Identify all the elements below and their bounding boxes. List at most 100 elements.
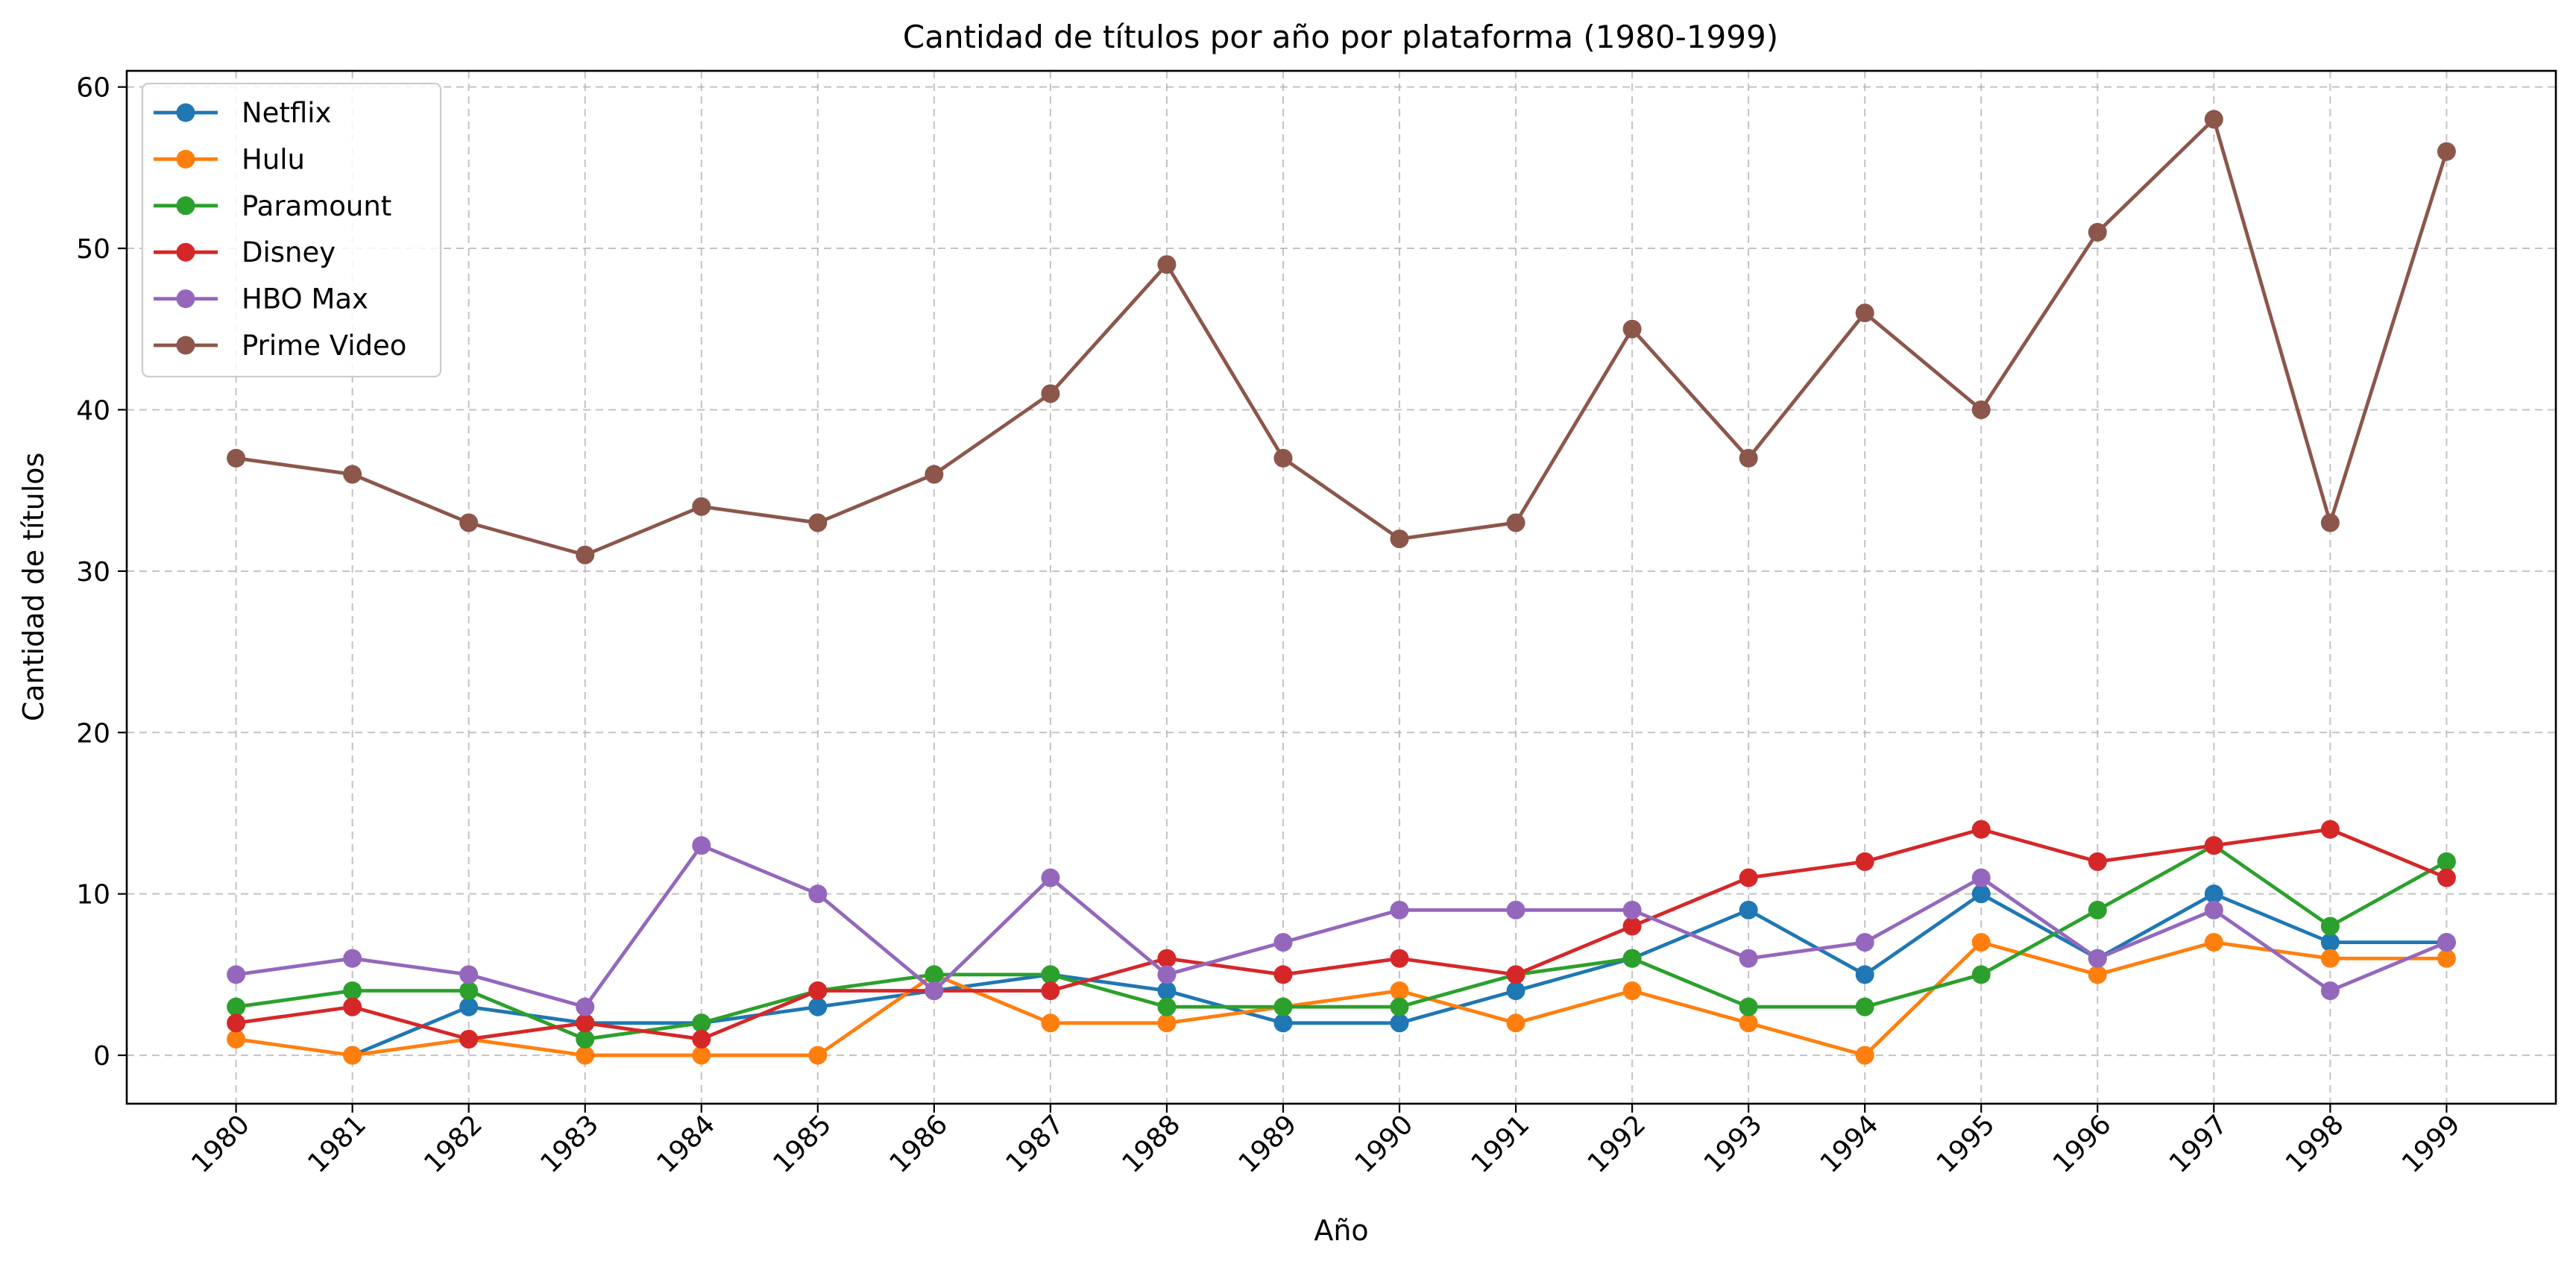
- data-point-hbo-max: [1273, 933, 1293, 952]
- data-point-hbo-max: [1041, 868, 1060, 887]
- data-point-hbo-max: [2320, 981, 2340, 1001]
- x-tick-label: 1994: [1815, 1109, 1885, 1179]
- legend-item-paramount: Paramount: [154, 190, 391, 222]
- data-point-paramount: [1971, 965, 1991, 984]
- data-point-netflix: [1273, 1013, 1293, 1033]
- data-point-disney: [2437, 868, 2456, 887]
- data-point-prime-video: [2320, 513, 2340, 532]
- data-point-hbo-max: [1739, 949, 1758, 968]
- data-point-disney: [459, 1029, 479, 1049]
- data-point-hulu: [2437, 949, 2456, 968]
- chart-title: Cantidad de títulos por año por platafor…: [903, 19, 1778, 55]
- data-point-hulu: [2320, 949, 2340, 968]
- data-point-hulu: [576, 1046, 595, 1065]
- data-point-hbo-max: [1157, 965, 1177, 984]
- data-point-hbo-max: [692, 836, 711, 855]
- data-point-prime-video: [1855, 304, 1874, 323]
- data-point-netflix: [1506, 981, 1525, 1001]
- data-point-disney: [1506, 965, 1525, 984]
- grid: [127, 71, 2556, 1104]
- data-point-paramount: [2088, 900, 2107, 920]
- x-tick-label: 1999: [2396, 1109, 2466, 1179]
- x-tick-label: 1992: [1582, 1109, 1652, 1179]
- data-point-prime-video: [1390, 529, 1409, 549]
- data-point-netflix: [1855, 965, 1874, 984]
- series-prime-video: [227, 110, 2456, 565]
- legend-item-prime-video: Prime Video: [154, 330, 406, 362]
- data-point-hbo-max: [227, 965, 246, 984]
- y-tick-label: 20: [76, 718, 110, 749]
- x-tick-label: 1984: [651, 1109, 721, 1179]
- data-point-hbo-max: [1506, 900, 1525, 920]
- data-point-disney: [227, 1013, 246, 1033]
- data-point-paramount: [459, 981, 479, 1001]
- data-point-disney: [343, 997, 362, 1016]
- data-point-prime-video: [1041, 384, 1060, 403]
- data-point-hbo-max: [2088, 949, 2107, 968]
- series-hbo-max: [227, 836, 2456, 1016]
- x-tick-label: 1985: [767, 1109, 837, 1179]
- data-point-prime-video: [1273, 448, 1293, 468]
- x-tick-label: 1993: [1698, 1109, 1769, 1179]
- data-point-disney: [808, 981, 828, 1001]
- data-point-hulu: [1622, 981, 1642, 1001]
- x-tick-label: 1996: [2047, 1109, 2117, 1179]
- data-point-paramount: [1390, 997, 1409, 1016]
- data-point-paramount: [227, 997, 246, 1016]
- y-tick-label: 40: [76, 395, 110, 426]
- data-point-paramount: [1739, 997, 1758, 1016]
- data-point-paramount: [2320, 917, 2340, 936]
- legend-marker: [176, 196, 195, 216]
- x-axis-label: Año: [1314, 1214, 1368, 1247]
- data-point-netflix: [2204, 884, 2223, 904]
- y-tick-label: 60: [76, 73, 110, 104]
- axes-frame: [125, 69, 2557, 1105]
- x-tick-label: 1986: [884, 1109, 954, 1179]
- data-point-hulu: [1855, 1046, 1874, 1065]
- data-point-disney: [2204, 836, 2223, 855]
- data-point-hulu: [227, 1029, 246, 1049]
- data-point-hulu: [1506, 1013, 1525, 1033]
- y-tick-label: 10: [76, 880, 110, 911]
- series-paramount: [227, 836, 2456, 1049]
- data-point-hulu: [343, 1046, 362, 1065]
- data-point-disney: [1390, 949, 1409, 968]
- data-point-disney: [2320, 820, 2340, 839]
- legend-label: Netflix: [242, 97, 331, 129]
- data-point-hulu: [1739, 1013, 1758, 1033]
- data-point-netflix: [2320, 933, 2340, 952]
- x-tick-label: 1989: [1233, 1109, 1303, 1179]
- data-point-hulu: [1971, 933, 1991, 952]
- data-point-netflix: [459, 997, 479, 1016]
- data-point-prime-video: [925, 465, 944, 484]
- x-tick-label: 1982: [418, 1109, 488, 1179]
- data-point-hbo-max: [808, 884, 828, 904]
- legend-item-hulu: Hulu: [154, 143, 305, 175]
- legend-item-netflix: Netflix: [154, 97, 331, 129]
- series-line-prime-video: [236, 117, 2449, 557]
- data-point-hbo-max: [343, 949, 362, 968]
- x-tick-label: 1987: [1000, 1109, 1070, 1179]
- x-tick-label: 1995: [1931, 1109, 2001, 1179]
- data-point-prime-video: [2437, 142, 2456, 161]
- data-point-disney: [1855, 852, 1874, 871]
- legend: Netflix Hulu Paramount Disney HBO Max Prime V…: [141, 82, 442, 378]
- x-tick-label: 1983: [535, 1109, 605, 1179]
- legend-label: Disney: [242, 236, 336, 268]
- data-point-hbo-max: [2204, 900, 2223, 920]
- data-point-paramount: [1855, 997, 1874, 1016]
- data-point-disney: [1157, 949, 1177, 968]
- series-layer: [227, 110, 2456, 1065]
- series-line-disney: [236, 827, 2448, 1041]
- x-tick-label: 1980: [186, 1109, 256, 1179]
- data-point-prime-video: [459, 513, 479, 532]
- data-point-paramount: [1041, 965, 1060, 984]
- legend-item-disney: Disney: [154, 236, 336, 268]
- data-point-hbo-max: [1855, 933, 1874, 952]
- data-point-disney: [1971, 820, 1991, 839]
- data-point-prime-video: [576, 545, 595, 565]
- x-tick-label: 1998: [2280, 1109, 2350, 1179]
- data-point-hulu: [1390, 981, 1409, 1001]
- data-point-paramount: [1622, 949, 1642, 968]
